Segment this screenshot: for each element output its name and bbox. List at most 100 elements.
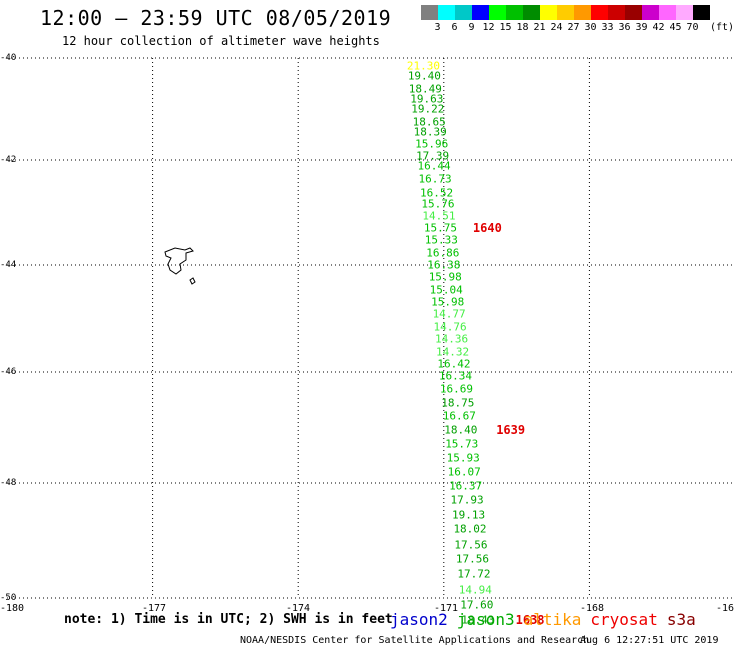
wave-height-label: 15.98: [428, 270, 462, 284]
wave-height-label: 15.93: [446, 451, 480, 465]
satellite-name: cryosat: [590, 610, 658, 629]
legend-unit: (ft): [710, 22, 735, 33]
legend-swatch: [438, 5, 455, 20]
wave-height-label: 18.65: [412, 115, 446, 129]
wave-height-label: 19.63: [410, 92, 444, 106]
latitude-label: -40: [0, 53, 17, 63]
legend-swatch: [574, 5, 591, 20]
legend-label: 42: [652, 22, 665, 33]
island-coastline: [164, 247, 196, 285]
color-scale-legend: [421, 5, 710, 20]
legend-label: 45: [669, 22, 682, 33]
legend-label: 15: [499, 22, 512, 33]
legend-label: 3: [434, 22, 441, 33]
latitude-label: -44: [0, 260, 17, 270]
wave-height-label: 16.34: [438, 369, 472, 383]
map-plot: [7, 57, 735, 599]
wave-height-label: 14.51: [422, 209, 456, 223]
longitude-label: -168: [579, 603, 605, 614]
wave-height-label: 17.56: [455, 552, 489, 566]
legend-swatch: [659, 5, 676, 20]
latitude-label: -48: [0, 478, 17, 488]
wave-height-label: 16.52: [419, 186, 454, 200]
legend-swatch: [608, 5, 625, 20]
legend-label: 18: [516, 22, 529, 33]
wave-height-label: 16.86: [426, 246, 460, 260]
legend-label: 33: [601, 22, 614, 33]
wave-height-label: 17.56: [454, 538, 488, 552]
wave-height-label: 14.77: [432, 307, 466, 321]
wave-height-label: 19.13: [451, 508, 486, 522]
satellite-name: altika: [523, 610, 582, 629]
wave-height-label: 16.42: [437, 357, 471, 371]
longitude-label: -174: [285, 603, 311, 614]
legend-swatch: [625, 5, 642, 20]
wave-height-label: 17.60: [460, 598, 494, 612]
legend-swatch: [421, 5, 438, 20]
wave-height-label: 14.76: [433, 320, 467, 334]
wave-height-label: 15.76: [421, 197, 455, 211]
wave-height-label: 18.75: [441, 396, 475, 410]
legend-label: 24: [550, 22, 563, 33]
legend-swatch: [591, 5, 608, 20]
wave-height-label: 15.96: [415, 137, 449, 151]
wave-height-label: 18.40: [444, 423, 478, 437]
longitude-label: -177: [141, 603, 167, 614]
time-label: 1638: [515, 613, 545, 628]
credit-line: NOAA/NESDIS Center for Satellite Applica…: [240, 635, 590, 646]
wave-height-label: 16.07: [447, 465, 481, 479]
longitude-label: -171: [433, 603, 459, 614]
legend-label: 39: [635, 22, 648, 33]
wave-height-label: 15.33: [424, 233, 458, 247]
satellite-name: s3a: [666, 610, 696, 629]
latitude-label: -50: [0, 593, 17, 603]
wave-height-label: 16.44: [417, 159, 451, 173]
wave-height-label: 17.39: [416, 149, 450, 163]
wave-height-label: 18.02: [453, 522, 487, 536]
wave-height-label: 17.93: [450, 493, 484, 507]
page-title: 12:00 – 23:59 UTC 08/05/2019: [40, 6, 392, 30]
units-note: note: 1) Time is in UTC; 2) SWH is in fe…: [64, 612, 393, 627]
wave-height-label: 16.37: [449, 479, 483, 493]
legend-label: 70: [686, 22, 699, 33]
latitude-label: -46: [0, 367, 17, 377]
legend-label: 30: [584, 22, 597, 33]
legend-swatch: [676, 5, 693, 20]
wave-height-label: 15.04: [429, 283, 463, 297]
legend-swatch: [523, 5, 540, 20]
legend-swatch: [506, 5, 523, 20]
wave-height-label: 18.49: [408, 82, 442, 96]
legend-swatch: [557, 5, 574, 20]
wave-height-label: 15.73: [445, 437, 479, 451]
legend-swatch: [540, 5, 557, 20]
wave-height-label: 19.40: [407, 69, 441, 83]
wave-height-label: 16.69: [439, 382, 473, 396]
legend-label: 36: [618, 22, 631, 33]
wave-height-label: 14.36: [435, 332, 469, 346]
legend-label: 6: [451, 22, 458, 33]
satellite-name: jason3: [456, 610, 515, 629]
wave-height-label: 17.72: [457, 567, 491, 581]
wave-height-label: 18.43: [461, 613, 495, 627]
wave-height-label: 18.39: [413, 125, 447, 139]
legend-label: 21: [533, 22, 546, 33]
wave-height-label: 21.30: [406, 59, 440, 73]
legend-swatch: [455, 5, 472, 20]
legend-swatch: [642, 5, 659, 20]
legend-label: 12: [482, 22, 495, 33]
satellite-legend: jason2 jason3 altika cryosat s3a: [390, 610, 705, 629]
latitude-label: -42: [0, 155, 17, 165]
legend-label: 27: [567, 22, 580, 33]
wave-height-label: 15.75: [423, 221, 457, 235]
page-subtitle: 12 hour collection of altimeter wave hei…: [62, 34, 380, 48]
legend-label: 9: [468, 22, 475, 33]
time-label: 1639: [496, 423, 526, 438]
legend-swatch: [472, 5, 489, 20]
legend-swatch: [693, 5, 710, 20]
wave-height-label: 15.98: [431, 295, 465, 309]
map-grid: [7, 57, 735, 599]
satellite-name: jason2: [390, 610, 448, 629]
wave-height-label: 14.32: [435, 345, 470, 359]
wave-height-label: 16.38: [427, 258, 461, 272]
longitude-label: -16: [715, 603, 734, 614]
